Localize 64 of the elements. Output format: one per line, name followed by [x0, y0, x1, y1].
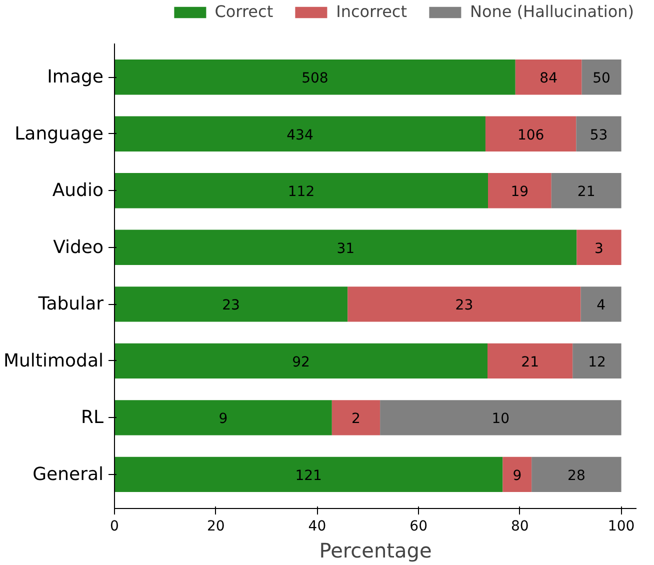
bar: [488, 343, 573, 379]
annotation: 53: [590, 127, 608, 144]
y-tick-label: Image: [47, 66, 104, 88]
bar: [582, 60, 622, 95]
x-tick-label: 20: [206, 518, 225, 534]
bar: [572, 343, 622, 379]
annotation: 19: [510, 184, 529, 200]
bar: [488, 173, 552, 208]
annotation: 121: [295, 468, 322, 484]
y-tick-label: Tabular: [37, 294, 104, 315]
bar: [114, 116, 486, 152]
bar: [551, 173, 622, 208]
legend-label: Correct: [214, 2, 274, 21]
annotation: 9: [218, 411, 228, 428]
x-tick-label: 80: [511, 518, 529, 534]
bar: [576, 116, 622, 152]
x-axis-title: Percentage: [319, 538, 432, 562]
legend-label: Incorrect: [336, 2, 407, 21]
y-tick-label: General: [32, 464, 104, 485]
bar: [332, 400, 380, 436]
bar: [576, 230, 622, 265]
legend-label: None (Hallucination): [470, 2, 634, 21]
bar: [114, 230, 577, 265]
annotation: 21: [521, 354, 539, 370]
annotation: 92: [292, 354, 310, 370]
y-tick-label: Audio: [52, 180, 104, 202]
y-tick-label: Video: [53, 236, 104, 258]
x-tick-label: 60: [410, 518, 428, 534]
annotation: 9: [512, 468, 522, 484]
y-tick-label: RL: [80, 407, 104, 428]
annotation: 21: [577, 184, 596, 200]
x-tick-label: 100: [608, 518, 635, 534]
annotation: 23: [455, 298, 474, 314]
bar: [114, 400, 332, 436]
annotation: 12: [588, 354, 606, 370]
bar: [515, 60, 582, 95]
bar: [380, 400, 622, 436]
bar: [114, 456, 503, 492]
bar: [348, 286, 581, 322]
y-tick-label: Multimodal: [4, 350, 104, 372]
annotation: 50: [592, 70, 610, 87]
bar: [485, 116, 576, 152]
annotation: 4: [596, 298, 606, 314]
annotation: 508: [302, 70, 328, 87]
bar: [580, 286, 622, 322]
annotation: 3: [594, 240, 604, 257]
annotation: 112: [288, 184, 315, 200]
annotation: 31: [336, 240, 355, 257]
annotation: 434: [286, 127, 314, 144]
annotation: 28: [568, 468, 586, 484]
bar: [114, 286, 348, 322]
x-tick-label: 40: [308, 518, 326, 534]
annotation: 84: [540, 70, 558, 87]
bar: [114, 343, 488, 379]
bar: [114, 60, 516, 95]
y-tick-label: Language: [14, 123, 104, 144]
bar: [114, 173, 488, 208]
annotation: 10: [492, 411, 510, 428]
annotation: 2: [352, 411, 360, 428]
annotation: 23: [222, 298, 240, 314]
x-tick-label: 0: [110, 518, 119, 534]
annotation: 106: [517, 127, 544, 144]
bar: [502, 456, 532, 492]
bar: [532, 456, 622, 492]
